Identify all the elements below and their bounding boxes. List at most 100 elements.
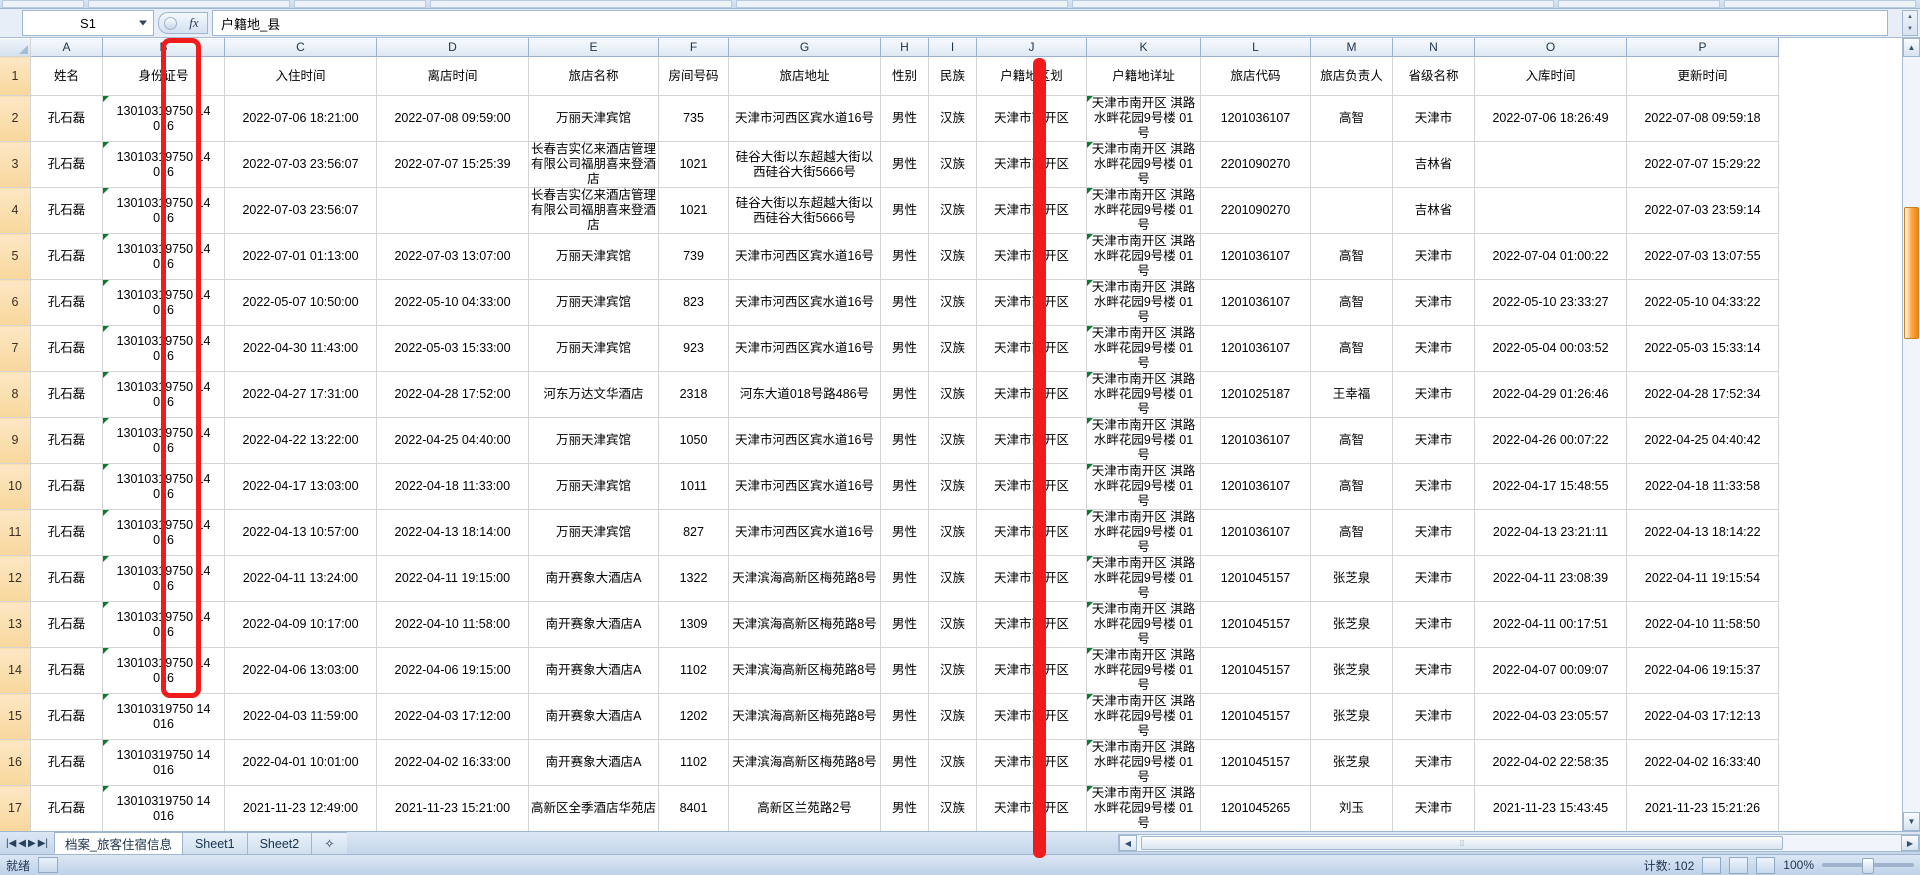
cell-D4[interactable] (376, 187, 529, 234)
cell-I6[interactable]: 汉族 (928, 279, 977, 326)
cell-K12[interactable]: 天津市南开区 淇路水畔花园9号楼 01号 (1086, 555, 1201, 602)
cell-L3[interactable]: 2201090270 (1200, 141, 1311, 188)
insert-function-round-button[interactable] (158, 12, 181, 34)
cell-N11[interactable]: 天津市 (1392, 509, 1475, 556)
cell-G11[interactable]: 天津市河西区宾水道16号 (728, 509, 881, 556)
row-header-12[interactable]: 12 (0, 555, 31, 602)
cell-J9[interactable]: 天津市南开区 (976, 417, 1087, 464)
cell-D12[interactable]: 2022-04-11 19:15:00 (376, 555, 529, 602)
cell-E2[interactable]: 万丽天津宾馆 (528, 95, 659, 142)
cell-I7[interactable]: 汉族 (928, 325, 977, 372)
cell-L5[interactable]: 1201036107 (1200, 233, 1311, 280)
vertical-scroll-track[interactable] (1903, 57, 1920, 812)
cell-F6[interactable]: 823 (658, 279, 729, 326)
cell-P3[interactable]: 2022-07-07 15:29:22 (1626, 141, 1779, 188)
cell-J5[interactable]: 天津市南开区 (976, 233, 1087, 280)
cell-C7[interactable]: 2022-04-30 11:43:00 (224, 325, 377, 372)
cell-O12[interactable]: 2022-04-11 23:08:39 (1474, 555, 1627, 602)
cell-M15[interactable]: 张芝泉 (1310, 693, 1393, 740)
cell-D7[interactable]: 2022-05-03 15:33:00 (376, 325, 529, 372)
cell-E5[interactable]: 万丽天津宾馆 (528, 233, 659, 280)
cell-N16[interactable]: 天津市 (1392, 739, 1475, 786)
cell-G7[interactable]: 天津市河西区宾水道16号 (728, 325, 881, 372)
column-header-C[interactable]: C (224, 38, 377, 57)
cell-J13[interactable]: 天津市南开区 (976, 601, 1087, 648)
header-cell-N[interactable]: 省级名称 (1392, 56, 1475, 96)
cell-L7[interactable]: 1201036107 (1200, 325, 1311, 372)
cell-L8[interactable]: 1201025187 (1200, 371, 1311, 418)
row-header-5[interactable]: 5 (0, 233, 31, 280)
cell-K7[interactable]: 天津市南开区 淇路水畔花园9号楼 01号 (1086, 325, 1201, 372)
cell-E13[interactable]: 南开赛象大酒店A (528, 601, 659, 648)
cell-H15[interactable]: 男性 (880, 693, 929, 740)
cell-E8[interactable]: 河东万达文华酒店 (528, 371, 659, 418)
cell-B13[interactable]: 13010319750 14 016 (102, 601, 225, 648)
column-header-E[interactable]: E (528, 38, 659, 57)
cell-E6[interactable]: 万丽天津宾馆 (528, 279, 659, 326)
cell-L12[interactable]: 1201045157 (1200, 555, 1311, 602)
cell-D9[interactable]: 2022-04-25 04:40:00 (376, 417, 529, 464)
cell-A10[interactable]: 孔石磊 (30, 463, 103, 510)
cell-B7[interactable]: 13010319750 14 016 (102, 325, 225, 372)
cell-G4[interactable]: 硅谷大街以东超越大街以西硅谷大街5666号 (728, 187, 881, 234)
cell-P2[interactable]: 2022-07-08 09:59:18 (1626, 95, 1779, 142)
cell-B17[interactable]: 13010319750 14 016 (102, 785, 225, 831)
cell-J6[interactable]: 天津市南开区 (976, 279, 1087, 326)
cell-F14[interactable]: 1102 (658, 647, 729, 694)
scroll-right-button[interactable]: ▶ (1901, 835, 1919, 851)
cell-I4[interactable]: 汉族 (928, 187, 977, 234)
cell-P9[interactable]: 2022-04-25 04:40:42 (1626, 417, 1779, 464)
header-cell-H[interactable]: 性别 (880, 56, 929, 96)
cell-N12[interactable]: 天津市 (1392, 555, 1475, 602)
cell-B14[interactable]: 13010319750 14 016 (102, 647, 225, 694)
cell-N5[interactable]: 天津市 (1392, 233, 1475, 280)
cell-P11[interactable]: 2022-04-13 18:14:22 (1626, 509, 1779, 556)
cell-M3[interactable] (1310, 141, 1393, 188)
cell-N13[interactable]: 天津市 (1392, 601, 1475, 648)
cell-K8[interactable]: 天津市南开区 淇路水畔花园9号楼 01号 (1086, 371, 1201, 418)
cell-E9[interactable]: 万丽天津宾馆 (528, 417, 659, 464)
cell-I13[interactable]: 汉族 (928, 601, 977, 648)
zoom-slider[interactable] (1822, 858, 1914, 874)
cell-F16[interactable]: 1102 (658, 739, 729, 786)
cell-B9[interactable]: 13010319750 14 016 (102, 417, 225, 464)
cell-M9[interactable]: 高智 (1310, 417, 1393, 464)
cell-M14[interactable]: 张芝泉 (1310, 647, 1393, 694)
cell-A3[interactable]: 孔石磊 (30, 141, 103, 188)
normal-view-button[interactable] (1702, 856, 1722, 874)
cell-M16[interactable]: 张芝泉 (1310, 739, 1393, 786)
cell-C16[interactable]: 2022-04-01 10:01:00 (224, 739, 377, 786)
cell-E4[interactable]: 长春吉实亿来酒店管理有限公司福朋喜来登酒店 (528, 187, 659, 234)
cell-J14[interactable]: 天津市南开区 (976, 647, 1087, 694)
cell-B15[interactable]: 13010319750 14 016 (102, 693, 225, 740)
cell-O15[interactable]: 2022-04-03 23:05:57 (1474, 693, 1627, 740)
cell-K15[interactable]: 天津市南开区 淇路水畔花园9号楼 01号 (1086, 693, 1201, 740)
cell-C2[interactable]: 2022-07-06 18:21:00 (224, 95, 377, 142)
cell-L6[interactable]: 1201036107 (1200, 279, 1311, 326)
cell-O10[interactable]: 2022-04-17 15:48:55 (1474, 463, 1627, 510)
cell-E12[interactable]: 南开赛象大酒店A (528, 555, 659, 602)
cell-H5[interactable]: 男性 (880, 233, 929, 280)
row-header-8[interactable]: 8 (0, 371, 31, 418)
header-cell-I[interactable]: 民族 (928, 56, 977, 96)
cell-L2[interactable]: 1201036107 (1200, 95, 1311, 142)
chevron-down-icon[interactable] (139, 20, 147, 26)
row-header-4[interactable]: 4 (0, 187, 31, 234)
cell-F12[interactable]: 1322 (658, 555, 729, 602)
row-header-14[interactable]: 14 (0, 647, 31, 694)
cell-P12[interactable]: 2022-04-11 19:15:54 (1626, 555, 1779, 602)
cell-E15[interactable]: 南开赛象大酒店A (528, 693, 659, 740)
cell-A14[interactable]: 孔石磊 (30, 647, 103, 694)
cell-O6[interactable]: 2022-05-10 23:33:27 (1474, 279, 1627, 326)
cell-H17[interactable]: 男性 (880, 785, 929, 831)
column-header-M[interactable]: M (1310, 38, 1393, 57)
cell-K5[interactable]: 天津市南开区 淇路水畔花园9号楼 01号 (1086, 233, 1201, 280)
cell-C12[interactable]: 2022-04-11 13:24:00 (224, 555, 377, 602)
cell-F9[interactable]: 1050 (658, 417, 729, 464)
cell-B10[interactable]: 13010319750 14 016 (102, 463, 225, 510)
column-header-J[interactable]: J (976, 38, 1087, 57)
cell-D6[interactable]: 2022-05-10 04:33:00 (376, 279, 529, 326)
scroll-left-button[interactable]: ◀ (1119, 835, 1137, 851)
cell-M17[interactable]: 刘玉 (1310, 785, 1393, 831)
cell-L11[interactable]: 1201036107 (1200, 509, 1311, 556)
